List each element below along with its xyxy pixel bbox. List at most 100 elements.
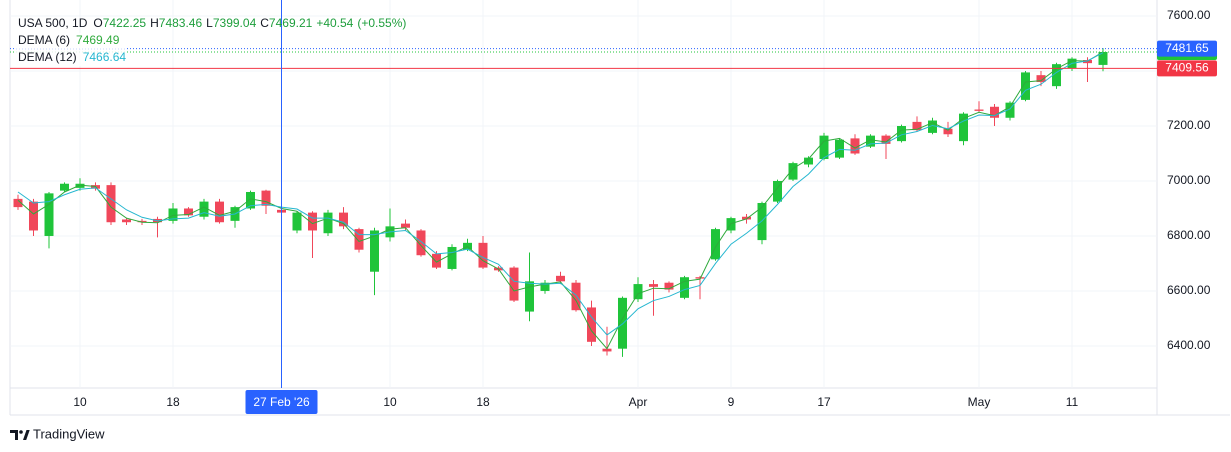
symbol: USA 500, 1D bbox=[18, 16, 88, 30]
legend-value: 7466.64 bbox=[83, 50, 127, 64]
x-tick-label: 18 bbox=[166, 395, 180, 409]
candle-body bbox=[850, 138, 860, 154]
candle-body bbox=[881, 135, 891, 144]
ohlc-prefix: L bbox=[206, 16, 213, 30]
candle-body bbox=[168, 208, 178, 221]
candle-body bbox=[912, 121, 922, 131]
candle-body bbox=[106, 185, 116, 223]
candle-body bbox=[1036, 75, 1046, 83]
candle-body bbox=[401, 223, 410, 228]
legend-name: DEMA (12) bbox=[18, 50, 77, 64]
x-tick-label: 11 bbox=[1066, 395, 1079, 409]
candle-body bbox=[199, 201, 209, 217]
candle-body bbox=[354, 229, 364, 250]
legend-bg bbox=[14, 33, 126, 49]
ohlc-value: 7422.25 bbox=[103, 16, 147, 30]
candle-body bbox=[556, 275, 565, 282]
candle-body bbox=[308, 212, 317, 231]
candle-body bbox=[959, 113, 968, 142]
y-tick-label: 7200.00 bbox=[1167, 118, 1211, 132]
candle-body bbox=[742, 216, 751, 220]
legend-name: DEMA (6) bbox=[18, 33, 70, 47]
candle-body bbox=[447, 246, 457, 269]
candle-body bbox=[29, 201, 38, 231]
candle-body bbox=[835, 139, 844, 158]
candle-body bbox=[1021, 72, 1030, 100]
candle-body bbox=[943, 128, 953, 135]
candle-body bbox=[974, 109, 984, 111]
candle-body bbox=[323, 212, 333, 234]
ohlc-value: 7399.04 bbox=[213, 16, 257, 30]
legend-header: USA 500, 1D O7422.25 H7483.46 L7399.04 C7469… bbox=[18, 16, 406, 30]
candle-body bbox=[1052, 64, 1061, 87]
candle-body bbox=[602, 348, 612, 352]
y-tick-label: 6400.00 bbox=[1167, 338, 1211, 352]
candle-body bbox=[649, 284, 658, 287]
y-tick-label: 6600.00 bbox=[1167, 283, 1211, 297]
candle-body bbox=[370, 230, 379, 272]
candle-body bbox=[416, 230, 426, 256]
candle-body bbox=[819, 135, 829, 160]
price-tag bbox=[1157, 40, 1217, 57]
x-tick-label: 10 bbox=[383, 395, 397, 409]
candle-body bbox=[711, 229, 720, 260]
crosshair-date: 27 Feb '26 bbox=[253, 395, 310, 409]
brand: TradingView bbox=[33, 426, 105, 441]
indicator-line bbox=[17, 52, 1104, 336]
ohlc-value: 7469.21 bbox=[269, 16, 313, 30]
x-tick-label: 9 bbox=[728, 395, 735, 409]
ohlc-prefix: O bbox=[93, 16, 102, 30]
logo-dot bbox=[19, 430, 23, 434]
candle-body bbox=[773, 180, 782, 202]
candle-body bbox=[587, 307, 596, 342]
candle-body bbox=[1005, 102, 1015, 118]
candle-body bbox=[571, 282, 581, 311]
candle-body bbox=[44, 193, 54, 236]
candle-body bbox=[1098, 52, 1108, 65]
logo-mark bbox=[10, 430, 18, 440]
candle-body bbox=[60, 183, 69, 191]
candle-body bbox=[866, 135, 875, 147]
legend-item: DEMA (6) 7469.49 bbox=[18, 33, 120, 47]
candle-body bbox=[990, 106, 999, 118]
ohlc-value: 7483.46 bbox=[159, 16, 203, 30]
candle-body bbox=[664, 282, 674, 290]
candle-body bbox=[292, 212, 302, 231]
candle-body bbox=[928, 120, 937, 133]
indicator-line bbox=[17, 51, 1104, 350]
legend-item: DEMA (12) 7466.64 bbox=[18, 50, 126, 64]
candle-body bbox=[246, 191, 255, 209]
ohlc-prefix: H bbox=[150, 16, 159, 30]
candle-body bbox=[509, 267, 519, 301]
candle-body bbox=[184, 208, 193, 216]
price-tag-label: 7481.65 bbox=[1165, 41, 1209, 55]
candle-body bbox=[525, 281, 534, 312]
y-tick-label: 6800.00 bbox=[1167, 228, 1211, 242]
x-tick-label: 17 bbox=[817, 395, 831, 409]
x-tick-label: May bbox=[968, 395, 991, 409]
y-tick-label: 7600.00 bbox=[1167, 8, 1211, 22]
candle-body bbox=[757, 202, 767, 241]
candle-body bbox=[137, 220, 147, 223]
x-tick-label: Apr bbox=[629, 395, 648, 409]
legend-bg bbox=[14, 50, 126, 66]
candle-body bbox=[788, 163, 798, 180]
price-tag-label: 7409.56 bbox=[1165, 61, 1209, 75]
candle-body bbox=[75, 183, 85, 188]
candle-body bbox=[432, 253, 441, 268]
candle-body bbox=[540, 282, 550, 291]
candle-body bbox=[804, 157, 813, 165]
candle-body bbox=[122, 219, 131, 223]
logo-mark bbox=[23, 430, 30, 440]
change: +40.54 bbox=[316, 16, 353, 30]
candle-body bbox=[261, 190, 271, 206]
candle-body bbox=[215, 201, 224, 223]
change-pct: (+0.55%) bbox=[357, 16, 406, 30]
candle-body bbox=[478, 242, 488, 268]
candle-body bbox=[695, 277, 705, 279]
legend-value: 7469.49 bbox=[76, 33, 120, 47]
candle-body bbox=[680, 277, 689, 298]
x-tick-label: 18 bbox=[476, 395, 490, 409]
ohlc-prefix: C bbox=[260, 16, 269, 30]
